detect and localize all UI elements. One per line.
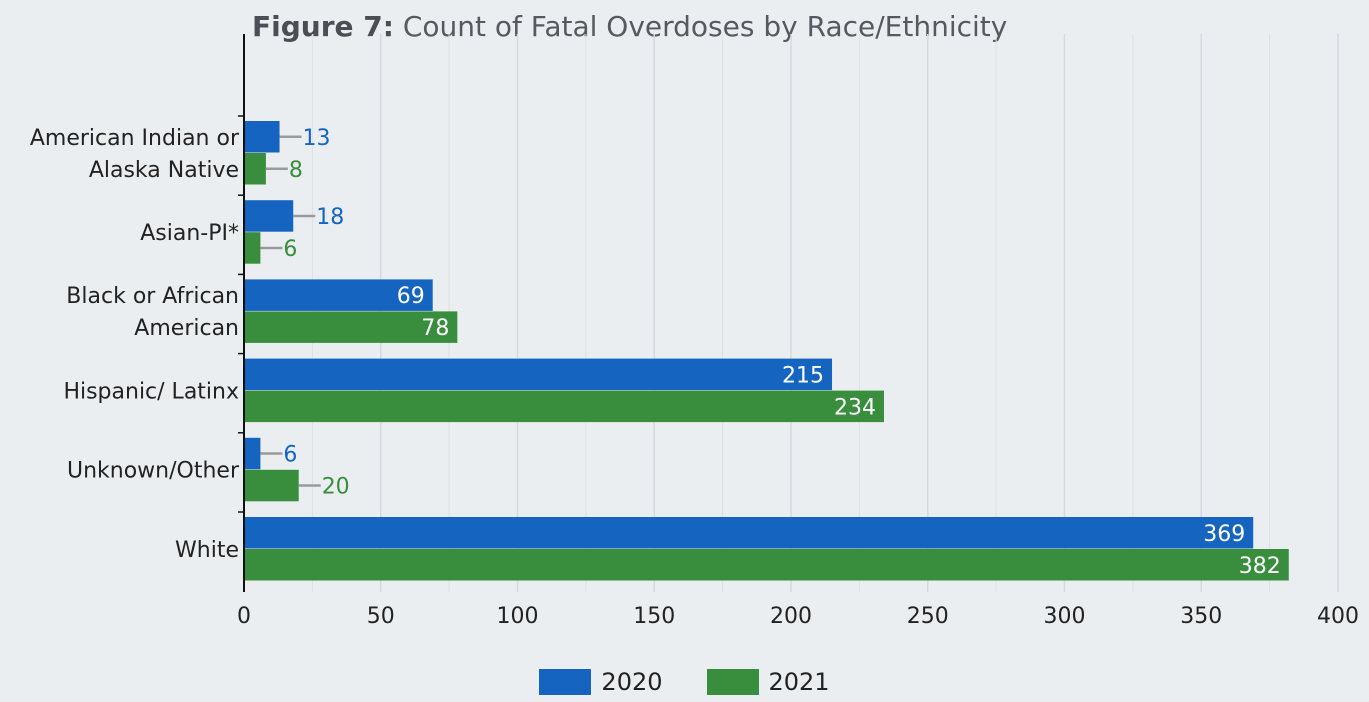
legend-label: 2021 — [768, 668, 830, 696]
category-label: Black or African — [66, 284, 239, 309]
bar-2020 — [244, 437, 261, 470]
category-label: Alaska Native — [89, 158, 239, 183]
x-tick-label: 300 — [1044, 604, 1086, 629]
x-tick-label: 50 — [367, 604, 395, 629]
chart-title-text: Count of Fatal Overdoses by Race/Ethnici… — [402, 10, 1008, 43]
bar-2020 — [244, 121, 280, 153]
legend-swatch — [706, 669, 759, 695]
data-label: 234 — [834, 395, 876, 420]
bars — [244, 121, 1289, 581]
category-label: American — [134, 316, 239, 341]
data-label: 369 — [1203, 522, 1245, 547]
bar-2021 — [244, 390, 884, 423]
data-label: 78 — [421, 316, 449, 341]
bar-chart: 138 18 6 69 78 215 234 6 20 369 382 0 50 100 150 200 25… — [30, 34, 1359, 629]
data-label: 69 — [397, 284, 425, 309]
bar-2020 — [244, 517, 1254, 549]
data-label: 20 — [322, 475, 350, 500]
x-tick-label: 350 — [1180, 604, 1222, 629]
data-label: 6 — [283, 237, 297, 262]
bar-2020 — [244, 358, 833, 391]
bar-2021 — [244, 311, 458, 343]
category-label: American Indian or — [30, 126, 240, 151]
data-label: 215 — [782, 363, 824, 388]
legend-item-2020: 2020 — [539, 668, 663, 696]
x-tick-label: 150 — [633, 604, 675, 629]
data-label: 13 — [303, 126, 331, 151]
chart-title: Figure 7: Count of Fatal Overdoses by Ra… — [252, 10, 1007, 43]
bar-2020 — [244, 200, 294, 232]
category-label: Unknown/Other — [67, 459, 240, 484]
x-tick-label: 400 — [1317, 604, 1359, 629]
x-tick-label: 0 — [237, 604, 251, 629]
bar-2020 — [244, 279, 433, 311]
category-label: Asian-PI* — [140, 221, 239, 246]
data-label: 6 — [283, 443, 297, 468]
data-label: 8 — [289, 158, 303, 183]
bar-2021 — [244, 549, 1289, 581]
gridlines — [311, 34, 1339, 592]
chart-title-prefix: Figure 7: — [252, 10, 394, 43]
data-label: 18 — [316, 205, 344, 230]
data-labels: 138 18 6 69 78 215 234 6 20 369 382 — [260, 126, 1281, 579]
bar-2021 — [244, 469, 299, 502]
legend-label: 2020 — [601, 668, 663, 696]
data-label: 382 — [1239, 554, 1281, 579]
legend: 2020 2021 — [0, 668, 1369, 696]
category-label: White — [175, 538, 239, 563]
x-tick-label: 100 — [497, 604, 539, 629]
axes: 0 50 100 150 200 250 300 350 400 American Indian … — [30, 34, 1359, 629]
legend-swatch — [539, 669, 592, 695]
x-tick-label: 250 — [907, 604, 949, 629]
x-tick-label: 200 — [770, 604, 812, 629]
legend-item-2021: 2021 — [706, 668, 830, 696]
bar-2021 — [244, 153, 266, 185]
category-label: Hispanic/ Latinx — [63, 379, 239, 404]
bar-2021 — [244, 232, 261, 264]
